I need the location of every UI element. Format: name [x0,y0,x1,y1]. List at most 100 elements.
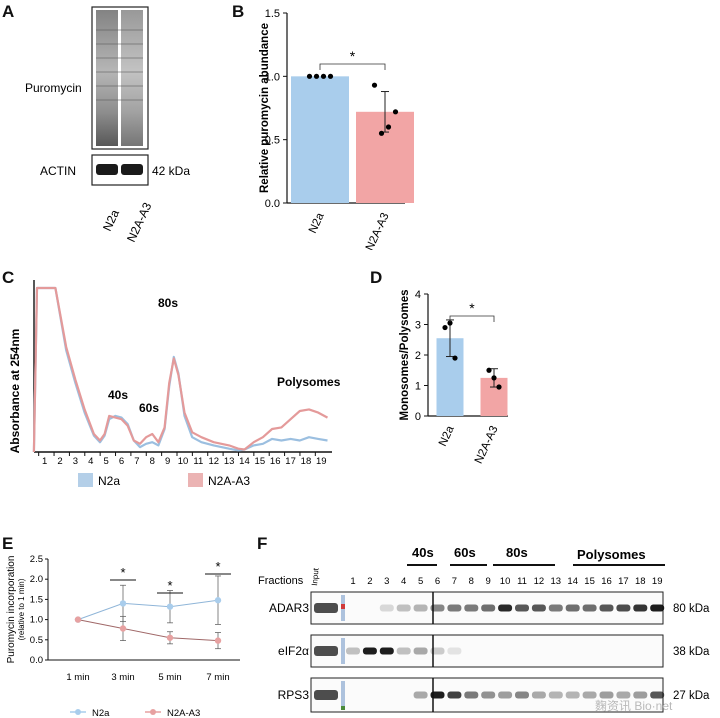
x-tick-label: 13 [224,456,235,467]
y-tick-label: 1.0 [265,71,280,83]
x-tick-label: 5 min [158,672,181,683]
input-band [314,603,338,613]
y-axis-label: Puromycin incorporation [6,556,17,664]
blot-row-2 [310,677,664,713]
blot-band [515,604,529,612]
fraction-number: 1 [350,576,355,587]
blot-band [481,604,496,612]
data-point [452,355,458,361]
panel-e-letter: E [2,534,14,553]
y-axis-label: Absorbance at 254nm [8,329,22,454]
data-point [496,384,502,390]
fractions-label: Fractions [258,575,304,587]
y-axis-label-sub: (relative to 1 min) [17,578,26,640]
data-point-N2A-A3 [119,625,127,632]
x-tick-label: 1 [42,456,47,467]
data-point-N2a [166,603,174,610]
blot-band [548,691,563,699]
series-line-N2A-A3 [32,286,329,453]
category-label: N2a [437,424,457,449]
blot-band [633,691,648,699]
blot-band [379,604,394,612]
actin-band-n2a-a3 [121,164,143,175]
fraction-number: 8 [469,576,474,587]
significance-star: * [350,48,356,64]
x-tick-label: 2 [57,456,62,467]
blot-band [430,604,445,612]
x-tick-label: 8 [150,456,155,467]
category-label: N2A-A3 [473,424,501,466]
fraction-number: 7 [452,576,457,587]
data-point [378,130,385,136]
y-tick-label: 3 [415,320,421,332]
y-tick-label: 1 [415,381,421,393]
blot-band [548,604,563,612]
blot-band [396,604,411,612]
legend-label-N2a: N2a [92,708,110,718]
blot-row-kda: 27 kDa [673,690,710,702]
y-tick-label: 0 [415,411,421,423]
blot-band [616,604,631,612]
actin-kda-label: 42 kDa [152,164,190,178]
category-label: N2A-A3 [364,211,392,250]
fraction-number: 10 [500,576,511,587]
y-tick-label: 0.5 [30,635,43,646]
x-tick-label: 7 min [206,672,229,683]
x-tick-label: 5 [104,456,109,467]
blot-band [413,647,428,655]
legend-marker-N2A-A3 [150,709,156,715]
blot-row-kda: 80 kDa [673,603,710,615]
fraction-number: 13 [551,576,562,587]
fraction-number: 16 [601,576,612,587]
y-tick-label: 1.5 [30,594,43,605]
fraction-number: 17 [618,576,629,587]
data-point [371,82,378,88]
x-tick-label: 10 [178,456,189,467]
fraction-group-headers: 40s 60s 80s Polysomes [407,545,665,566]
actin-label: ACTIN [40,164,76,178]
legend-label-N2A-A3: N2A-A3 [208,474,250,488]
actin-band-n2a [96,164,118,175]
panel-f-letter: F [257,534,268,553]
data-point [447,320,453,326]
fraction-number: 3 [384,576,389,587]
blot-band [616,691,631,699]
blot-band [599,691,614,699]
x-tick-label: 3 [73,456,78,467]
peak-40s-label: 40s [108,388,128,402]
y-tick-label: 1.5 [265,8,280,20]
x-tick-label: 12 [208,456,219,467]
y-tick-label: 4 [415,289,421,301]
blot-band [650,691,665,699]
blot-band [413,604,428,612]
peak-60s-label: 60s [139,401,159,415]
series-line-N2A-A3 [77,619,219,642]
blot-band [379,647,394,655]
x-tick-label: 7 [134,456,139,467]
panel-a-letter: A [2,2,15,21]
watermark-text: 麴资讯 Bio·net [595,699,673,713]
chart-b: 0.0 0.5 1.0 1.5 Relative puromycin abundance… [259,8,414,250]
fraction-number: 18 [635,576,646,587]
x-tick-label: 9 [165,456,170,467]
category-label: N2a [307,211,327,236]
chart-e: 0.0 0.5 1.0 1.5 2.0 2.5 Puromycin incorporatio… [6,554,240,718]
ladder-lane [341,681,345,709]
y-tick-label: 2.0 [30,574,43,585]
blot-band [565,604,580,612]
y-axis-label: Monosomes/Polysomes [399,289,411,420]
significance-bracket [319,63,386,70]
fraction-number: 6 [435,576,440,587]
blot-band [565,691,580,699]
x-tick-label: 3 min [111,672,134,683]
y-tick-label: 0.5 [265,135,280,147]
blot-band [413,691,428,699]
blot-band [396,647,411,655]
panel-c-letter: C [2,268,15,287]
significance-star: * [120,565,125,580]
significance-star: * [167,578,172,593]
data-point-N2a [214,597,222,604]
legend-swatch-N2a [78,473,93,487]
group-label-polysomes: Polysomes [577,547,646,562]
group-label-40s: 40s [412,545,434,560]
